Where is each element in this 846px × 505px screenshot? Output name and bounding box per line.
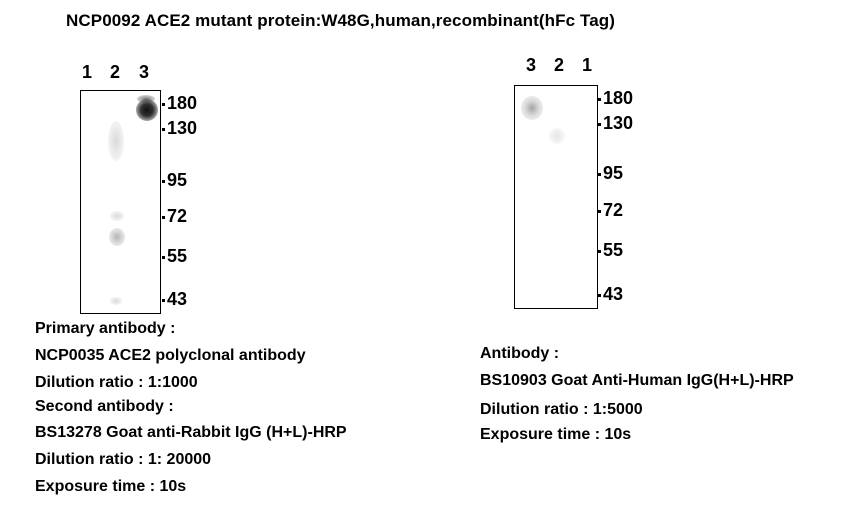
marker-tick (162, 256, 165, 259)
left-lane-label: 1 (82, 62, 93, 82)
right-lane-label: 1 (582, 55, 593, 75)
right-lane-label: 3 (526, 55, 537, 75)
marker-tick (598, 210, 601, 213)
blot-band (521, 96, 543, 120)
right-blot-membrane (514, 85, 598, 309)
primary-dilution: Dilution ratio : 1:1000 (35, 374, 198, 391)
right-marker-label: 43 (603, 284, 624, 304)
marker-tick (162, 128, 165, 131)
antibody-name: BS10903 Goat Anti-Human IgG(H+L)-HRP (480, 372, 794, 389)
right-marker-label: 130 (603, 113, 634, 133)
right-marker-label: 72 (603, 200, 624, 220)
left-marker-label: 95 (167, 170, 188, 190)
marker-tick (598, 98, 601, 101)
primary-antibody-name: NCP0035 ACE2 polyclonal antibody (35, 347, 306, 364)
marker-tick (162, 216, 165, 219)
left-marker-label: 180 (167, 93, 198, 113)
figure-title: NCP0092 ACE2 mutant protein:W48G,human,r… (66, 11, 616, 30)
right-dilution: Dilution ratio : 1:5000 (480, 401, 643, 418)
left-marker-label: 55 (167, 246, 188, 266)
blot-band (108, 121, 124, 161)
marker-tick (162, 103, 165, 106)
blot-band (110, 211, 124, 221)
left-marker-label: 72 (167, 206, 188, 226)
second-dilution: Dilution ratio : 1: 20000 (35, 451, 212, 468)
blot-band (109, 228, 125, 246)
antibody-heading: Antibody : (480, 345, 560, 362)
second-antibody-name: BS13278 Goat anti-Rabbit IgG (H+L)-HRP (35, 424, 347, 441)
right-marker-label: 95 (603, 163, 624, 183)
left-marker-label: 43 (167, 289, 188, 309)
left-blot-membrane (80, 90, 161, 314)
left-exposure-time: Exposure time : 10s (35, 478, 187, 495)
blot-band (137, 95, 155, 103)
right-marker-label: 55 (603, 240, 624, 260)
marker-tick (598, 123, 601, 126)
left-lane-label: 2 (110, 62, 121, 82)
second-antibody-heading: Second antibody : (35, 398, 174, 415)
primary-antibody-heading: Primary antibody : (35, 320, 176, 337)
marker-tick (162, 299, 165, 302)
left-marker-label: 130 (167, 118, 198, 138)
right-exposure-time: Exposure time : 10s (480, 426, 632, 443)
marker-tick (598, 294, 601, 297)
right-marker-label: 180 (603, 88, 634, 108)
blot-band (136, 99, 158, 121)
marker-tick (162, 180, 165, 183)
marker-tick (598, 250, 601, 253)
left-lane-label: 3 (139, 62, 150, 82)
marker-tick (598, 173, 601, 176)
blot-band (549, 128, 565, 144)
right-lane-label: 2 (554, 55, 565, 75)
blot-band (110, 297, 122, 305)
